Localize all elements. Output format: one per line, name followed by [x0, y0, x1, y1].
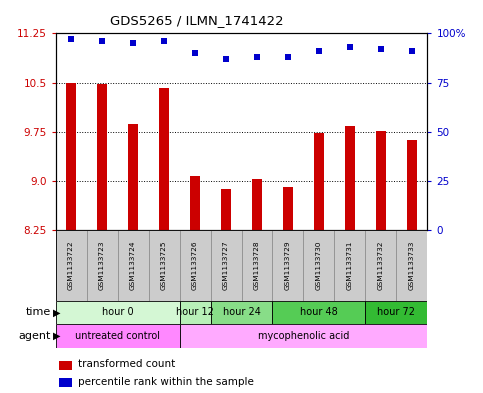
Text: time: time	[26, 307, 51, 318]
Bar	[344, 126, 355, 230]
Text: hour 48: hour 48	[300, 307, 338, 318]
Text: GSM1133731: GSM1133731	[347, 241, 353, 290]
Bar	[158, 88, 170, 230]
FancyBboxPatch shape	[242, 230, 272, 301]
FancyBboxPatch shape	[86, 230, 117, 301]
Text: GSM1133723: GSM1133723	[99, 241, 105, 290]
Text: GDS5265 / ILMN_1741422: GDS5265 / ILMN_1741422	[110, 14, 284, 27]
Bar	[97, 84, 107, 230]
Text: untreated control: untreated control	[75, 331, 160, 341]
Point	[315, 48, 323, 54]
FancyBboxPatch shape	[117, 230, 149, 301]
FancyBboxPatch shape	[272, 230, 303, 301]
FancyBboxPatch shape	[211, 301, 272, 324]
Text: GSM1133724: GSM1133724	[130, 241, 136, 290]
FancyBboxPatch shape	[180, 230, 211, 301]
Text: percentile rank within the sample: percentile rank within the sample	[78, 377, 254, 387]
FancyBboxPatch shape	[334, 230, 366, 301]
Text: GSM1133727: GSM1133727	[223, 241, 229, 290]
Text: hour 12: hour 12	[176, 307, 214, 318]
FancyBboxPatch shape	[56, 230, 86, 301]
Text: transformed count: transformed count	[78, 359, 175, 369]
FancyBboxPatch shape	[180, 324, 427, 348]
Text: hour 24: hour 24	[223, 307, 260, 318]
Point	[253, 54, 261, 60]
Bar	[128, 124, 139, 230]
Text: ▶: ▶	[53, 331, 61, 341]
Text: GSM1133733: GSM1133733	[409, 241, 415, 290]
Point	[222, 56, 230, 62]
Bar	[252, 180, 262, 230]
Point	[408, 48, 416, 54]
FancyBboxPatch shape	[272, 301, 366, 324]
Bar	[190, 176, 200, 230]
Bar	[407, 140, 417, 230]
Text: hour 0: hour 0	[102, 307, 133, 318]
Point	[67, 36, 75, 42]
Point	[377, 46, 385, 52]
Bar	[59, 378, 72, 387]
Text: ▶: ▶	[53, 307, 61, 318]
FancyBboxPatch shape	[56, 324, 180, 348]
Point	[98, 38, 106, 44]
Bar	[66, 83, 76, 230]
Text: GSM1133728: GSM1133728	[254, 241, 260, 290]
Bar	[59, 361, 72, 369]
Point	[346, 44, 354, 50]
Point	[129, 40, 137, 46]
Point	[160, 38, 168, 44]
Text: agent: agent	[18, 331, 51, 341]
Text: mycophenolic acid: mycophenolic acid	[258, 331, 349, 341]
Text: GSM1133725: GSM1133725	[161, 241, 167, 290]
Point	[191, 50, 199, 56]
FancyBboxPatch shape	[180, 301, 211, 324]
Text: GSM1133732: GSM1133732	[378, 241, 384, 290]
FancyBboxPatch shape	[303, 230, 334, 301]
FancyBboxPatch shape	[149, 230, 180, 301]
FancyBboxPatch shape	[366, 301, 427, 324]
Text: GSM1133729: GSM1133729	[285, 241, 291, 290]
Bar	[221, 189, 231, 230]
Text: GSM1133726: GSM1133726	[192, 241, 198, 290]
Bar	[283, 187, 293, 230]
Text: GSM1133722: GSM1133722	[68, 241, 74, 290]
Text: hour 72: hour 72	[377, 307, 415, 318]
FancyBboxPatch shape	[397, 230, 427, 301]
Point	[284, 54, 292, 60]
FancyBboxPatch shape	[366, 230, 397, 301]
Text: GSM1133730: GSM1133730	[316, 241, 322, 290]
Bar	[313, 133, 325, 230]
FancyBboxPatch shape	[56, 301, 180, 324]
FancyBboxPatch shape	[211, 230, 242, 301]
Bar	[376, 131, 386, 230]
